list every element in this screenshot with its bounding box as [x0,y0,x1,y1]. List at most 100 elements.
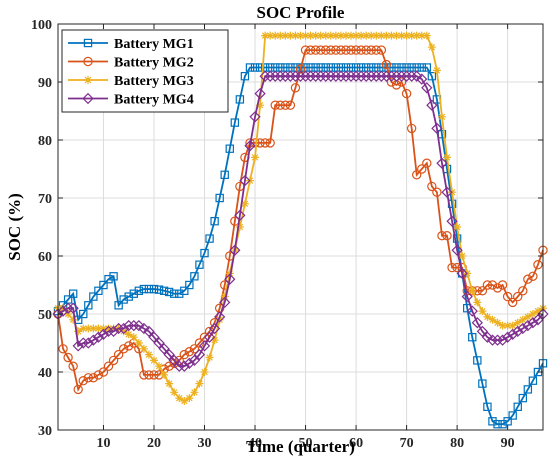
data-point [488,315,497,324]
data-point [533,260,543,270]
data-point [315,70,327,82]
data-point [68,289,78,298]
data-point [407,31,416,40]
data-point [168,354,180,367]
data-point [427,181,437,192]
data-point [471,317,483,329]
data-point [159,286,169,296]
data-point [198,340,211,352]
data-point [256,101,265,110]
x-tick-label: 60 [349,436,363,451]
x-tick-label: 50 [299,436,313,451]
legend-label: Battery MG3 [114,74,194,89]
data-point [72,340,84,352]
data-point [300,45,311,55]
data-point [89,324,98,333]
data-point [427,43,436,52]
data-point [397,31,406,40]
data-point [144,350,153,359]
data-point [98,367,109,377]
data-point [160,370,169,379]
data-point [112,322,125,335]
data-point [240,199,249,208]
data-point [109,272,118,281]
y-tick-label: 60 [38,250,52,265]
data-point [316,31,325,40]
data-point [88,373,99,383]
data-point [271,31,280,40]
series-battery-mg2 [53,45,548,395]
data-point [205,353,214,362]
data-point [316,45,326,55]
data-point [149,356,158,365]
data-point [169,289,179,298]
x-axis-label: Time (quarter) [246,437,355,456]
data-point [347,31,356,40]
data-point [158,343,170,355]
data-point [97,328,110,340]
data-point [163,348,175,361]
data-point [129,333,138,342]
data-point [422,158,432,168]
data-point [335,70,347,82]
data-point [503,321,512,330]
data-point [501,331,514,343]
data-point [58,344,68,354]
data-point [377,31,386,40]
data-point [124,292,133,301]
data-point [372,31,381,40]
data-point [214,311,226,323]
data-point [336,45,346,55]
data-point [139,284,149,294]
legend-label: Battery MG4 [114,93,194,108]
data-point [102,325,115,338]
data-point [326,31,335,40]
data-point [194,338,205,348]
x-tick-label: 20 [147,436,161,451]
data-point [89,292,98,301]
data-point [310,45,321,55]
data-point [225,269,234,278]
data-point [466,305,478,317]
data-point [289,70,302,82]
data-point [380,70,393,82]
x-tick-label: 40 [248,436,262,451]
data-point [215,315,224,324]
data-point [220,170,229,179]
data-point [129,289,138,298]
data-point [518,286,528,296]
data-point [264,70,276,82]
data-point [451,244,463,256]
data-point [279,70,291,82]
data-point [286,31,295,40]
data-point [346,45,356,55]
data-point [513,318,522,327]
data-point [478,379,487,388]
data-point [345,70,357,82]
data-point [254,87,266,100]
data-point [87,334,100,346]
x-tick-label: 70 [400,436,414,451]
data-point [250,63,260,72]
data-point [331,45,341,55]
data-point [219,296,231,309]
data-point [114,301,123,310]
data-point [488,417,497,426]
data-point [441,186,453,198]
data-point [118,322,130,335]
data-point [173,360,185,372]
data-point [371,45,381,55]
data-point [340,70,352,82]
data-point [478,307,487,316]
data-point [82,92,94,105]
data-point [508,321,517,330]
data-point [395,70,408,82]
y-axis-label: SOC (%) [5,193,24,261]
data-point [381,59,392,70]
data-point [180,286,189,296]
data-point [513,291,523,302]
data-point [239,174,251,187]
plot-frame [57,23,544,431]
data-point [193,348,206,361]
